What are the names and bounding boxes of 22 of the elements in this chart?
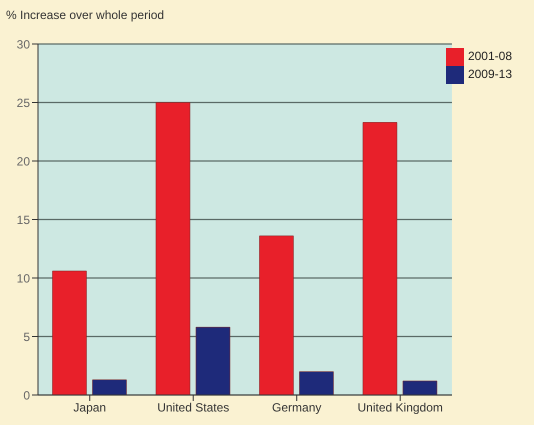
- legend-label: 2009-13: [468, 67, 512, 82]
- bar: [259, 236, 294, 395]
- y-axis-title: % Increase over whole period: [6, 8, 164, 22]
- bar: [92, 380, 127, 395]
- legend-label: 2001-08: [468, 49, 512, 64]
- x-tick-label: United States: [157, 400, 230, 415]
- bar: [299, 371, 334, 395]
- y-tick-label: 30: [16, 37, 30, 52]
- bar: [196, 326, 230, 395]
- y-tick-label: 10: [16, 271, 30, 286]
- y-tick-label: 20: [16, 154, 30, 168]
- x-tick-label: Japan: [73, 400, 106, 415]
- bar: [402, 380, 438, 395]
- y-tick-label: 25: [16, 96, 30, 110]
- bar: [362, 122, 398, 395]
- bar: [156, 102, 190, 395]
- y-tick-label: 5: [23, 330, 30, 344]
- x-tick-label: Germany: [272, 400, 322, 415]
- bar: [52, 270, 87, 395]
- x-tick-label: United Kingdom: [358, 400, 443, 415]
- y-tick-label: 0: [23, 388, 30, 402]
- y-tick-label: 15: [16, 212, 30, 227]
